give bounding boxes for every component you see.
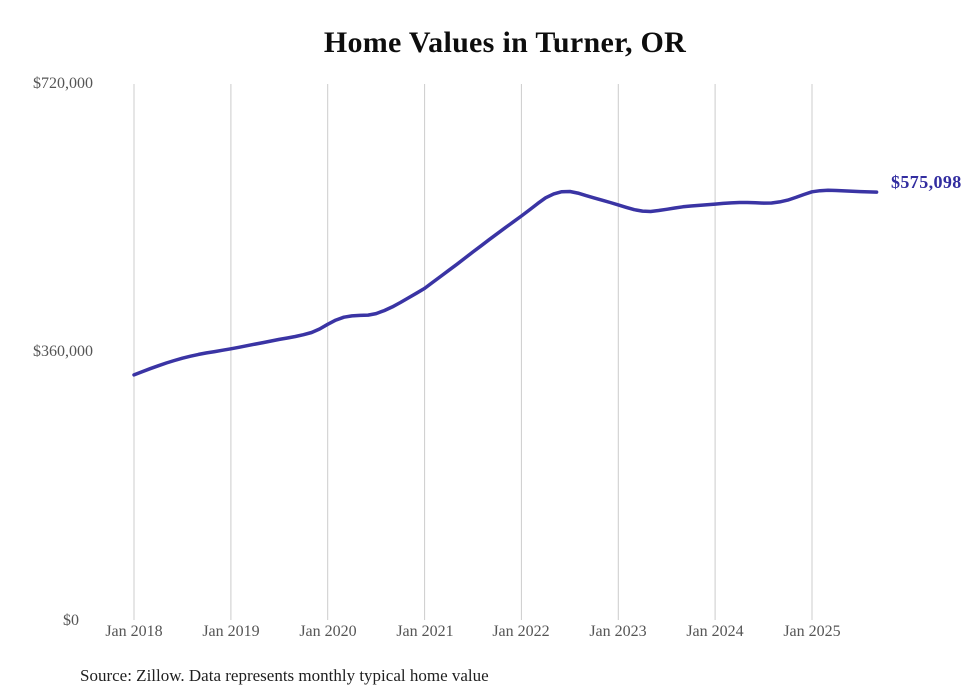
latest-value-label: $575,098 xyxy=(891,172,962,192)
home-value-line xyxy=(132,188,879,377)
y-axis-tick-0: $0 xyxy=(63,612,79,629)
x-axis-tick-jan-2020: Jan 2020 xyxy=(299,623,357,640)
y-axis-tick-720000: $720,000 xyxy=(33,75,93,92)
x-axis-tick-jan-2024: Jan 2024 xyxy=(686,623,744,640)
x-axis-tick-jan-2025: Jan 2025 xyxy=(783,623,841,640)
x-axis-tick-jan-2022: Jan 2022 xyxy=(492,623,550,640)
chart-title: Home Values in Turner, OR xyxy=(323,26,687,59)
x-axis-tick-jan-2023: Jan 2023 xyxy=(589,623,647,640)
y-axis-tick-360000: $360,000 xyxy=(33,343,93,360)
x-axis-tick-jan-2021: Jan 2021 xyxy=(396,623,454,640)
x-axis-tick-jan-2019: Jan 2019 xyxy=(202,623,260,640)
x-axis-tick-jan-2018: Jan 2018 xyxy=(105,623,163,640)
source-note: Source: Zillow. Data represents monthly … xyxy=(80,666,489,685)
